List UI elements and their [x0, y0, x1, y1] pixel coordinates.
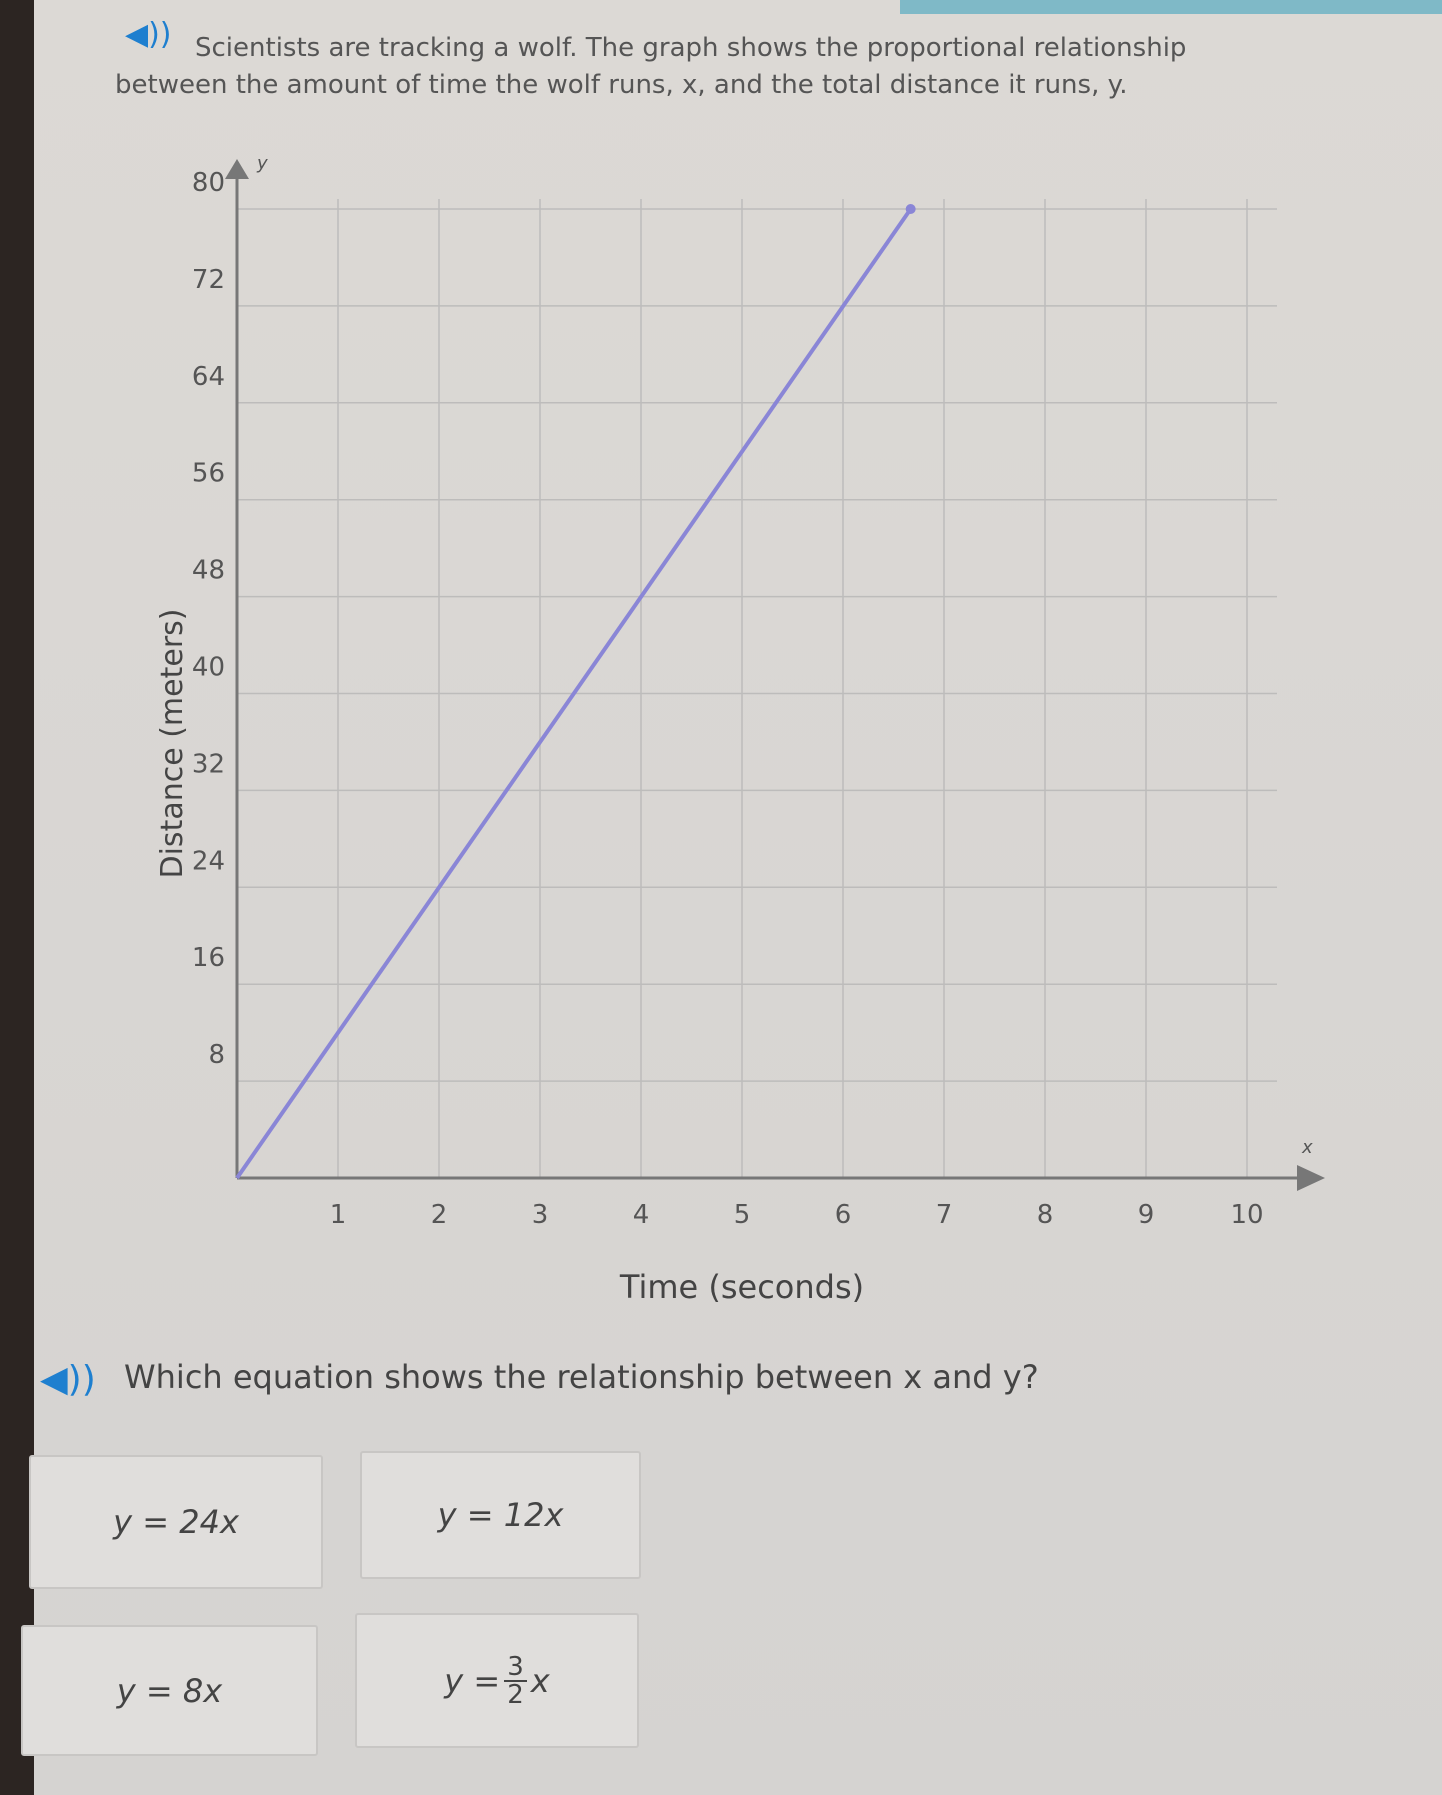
choice-y-24x[interactable]: y = 24x: [29, 1455, 323, 1589]
x-tick-label: 8: [1037, 1200, 1054, 1230]
speaker-icon[interactable]: ◀)): [125, 17, 172, 52]
x-tick-label: 4: [633, 1200, 650, 1230]
y-axis-name: y: [256, 153, 268, 174]
x-tick-label: 5: [734, 1200, 751, 1230]
choice-prefix: y =: [444, 1661, 501, 1700]
y-axis-arrow-icon: [225, 159, 249, 179]
y-tick-label: 16: [192, 943, 225, 973]
y-tick-label: 24: [192, 846, 225, 876]
choice-y-8x[interactable]: y = 8x: [21, 1625, 318, 1756]
prompt-line-2: between the amount of time the wolf runs…: [115, 70, 1128, 100]
choice-label: y = 8x: [116, 1671, 223, 1710]
x-axis-arrow-icon: [1297, 1165, 1325, 1191]
x-tick-label: 6: [835, 1200, 852, 1230]
x-tick-label: 1: [330, 1200, 347, 1230]
x-tick-label: 7: [936, 1200, 953, 1230]
choice-suffix: x: [530, 1661, 550, 1700]
choice-label: y = 24x: [113, 1503, 239, 1541]
x-tick-label: 9: [1138, 1200, 1155, 1230]
y-tick-label: 48: [192, 556, 225, 586]
window-edge: [0, 0, 34, 1795]
x-tick-label: 3: [532, 1200, 549, 1230]
y-tick-label: 32: [192, 749, 225, 779]
series-line: [235, 207, 913, 1180]
numerator: 3: [504, 1654, 527, 1682]
choice-y-12x[interactable]: y = 12x: [360, 1451, 641, 1579]
y-tick-label: 40: [192, 653, 225, 683]
y-tick-label: 56: [192, 459, 225, 489]
y-axis-label: Distance (meters): [155, 609, 190, 879]
line-endpoint: [905, 204, 916, 214]
y-tick-label: 80: [192, 168, 225, 198]
prompt-text: Scientists are tracking a wolf. The grap…: [115, 30, 1395, 104]
question-text: Which equation shows the relationship be…: [124, 1358, 1039, 1396]
question-speaker-icon[interactable]: ◀)): [40, 1359, 96, 1400]
denominator: 2: [507, 1679, 524, 1710]
y-tick-label: 72: [192, 265, 225, 295]
choice-label: y = 12x: [437, 1496, 564, 1534]
x-axis-label: Time (seconds): [619, 1268, 864, 1306]
y-tick-label: 8: [208, 1040, 225, 1070]
x-tick-label: 2: [431, 1200, 448, 1230]
x-axis-name: x: [1301, 1137, 1313, 1158]
top-bar: [900, 0, 1442, 14]
x-tick-label: 10: [1230, 1200, 1263, 1230]
y-tick-label: 64: [192, 362, 225, 392]
prompt-line-1: Scientists are tracking a wolf. The grap…: [195, 33, 1187, 63]
